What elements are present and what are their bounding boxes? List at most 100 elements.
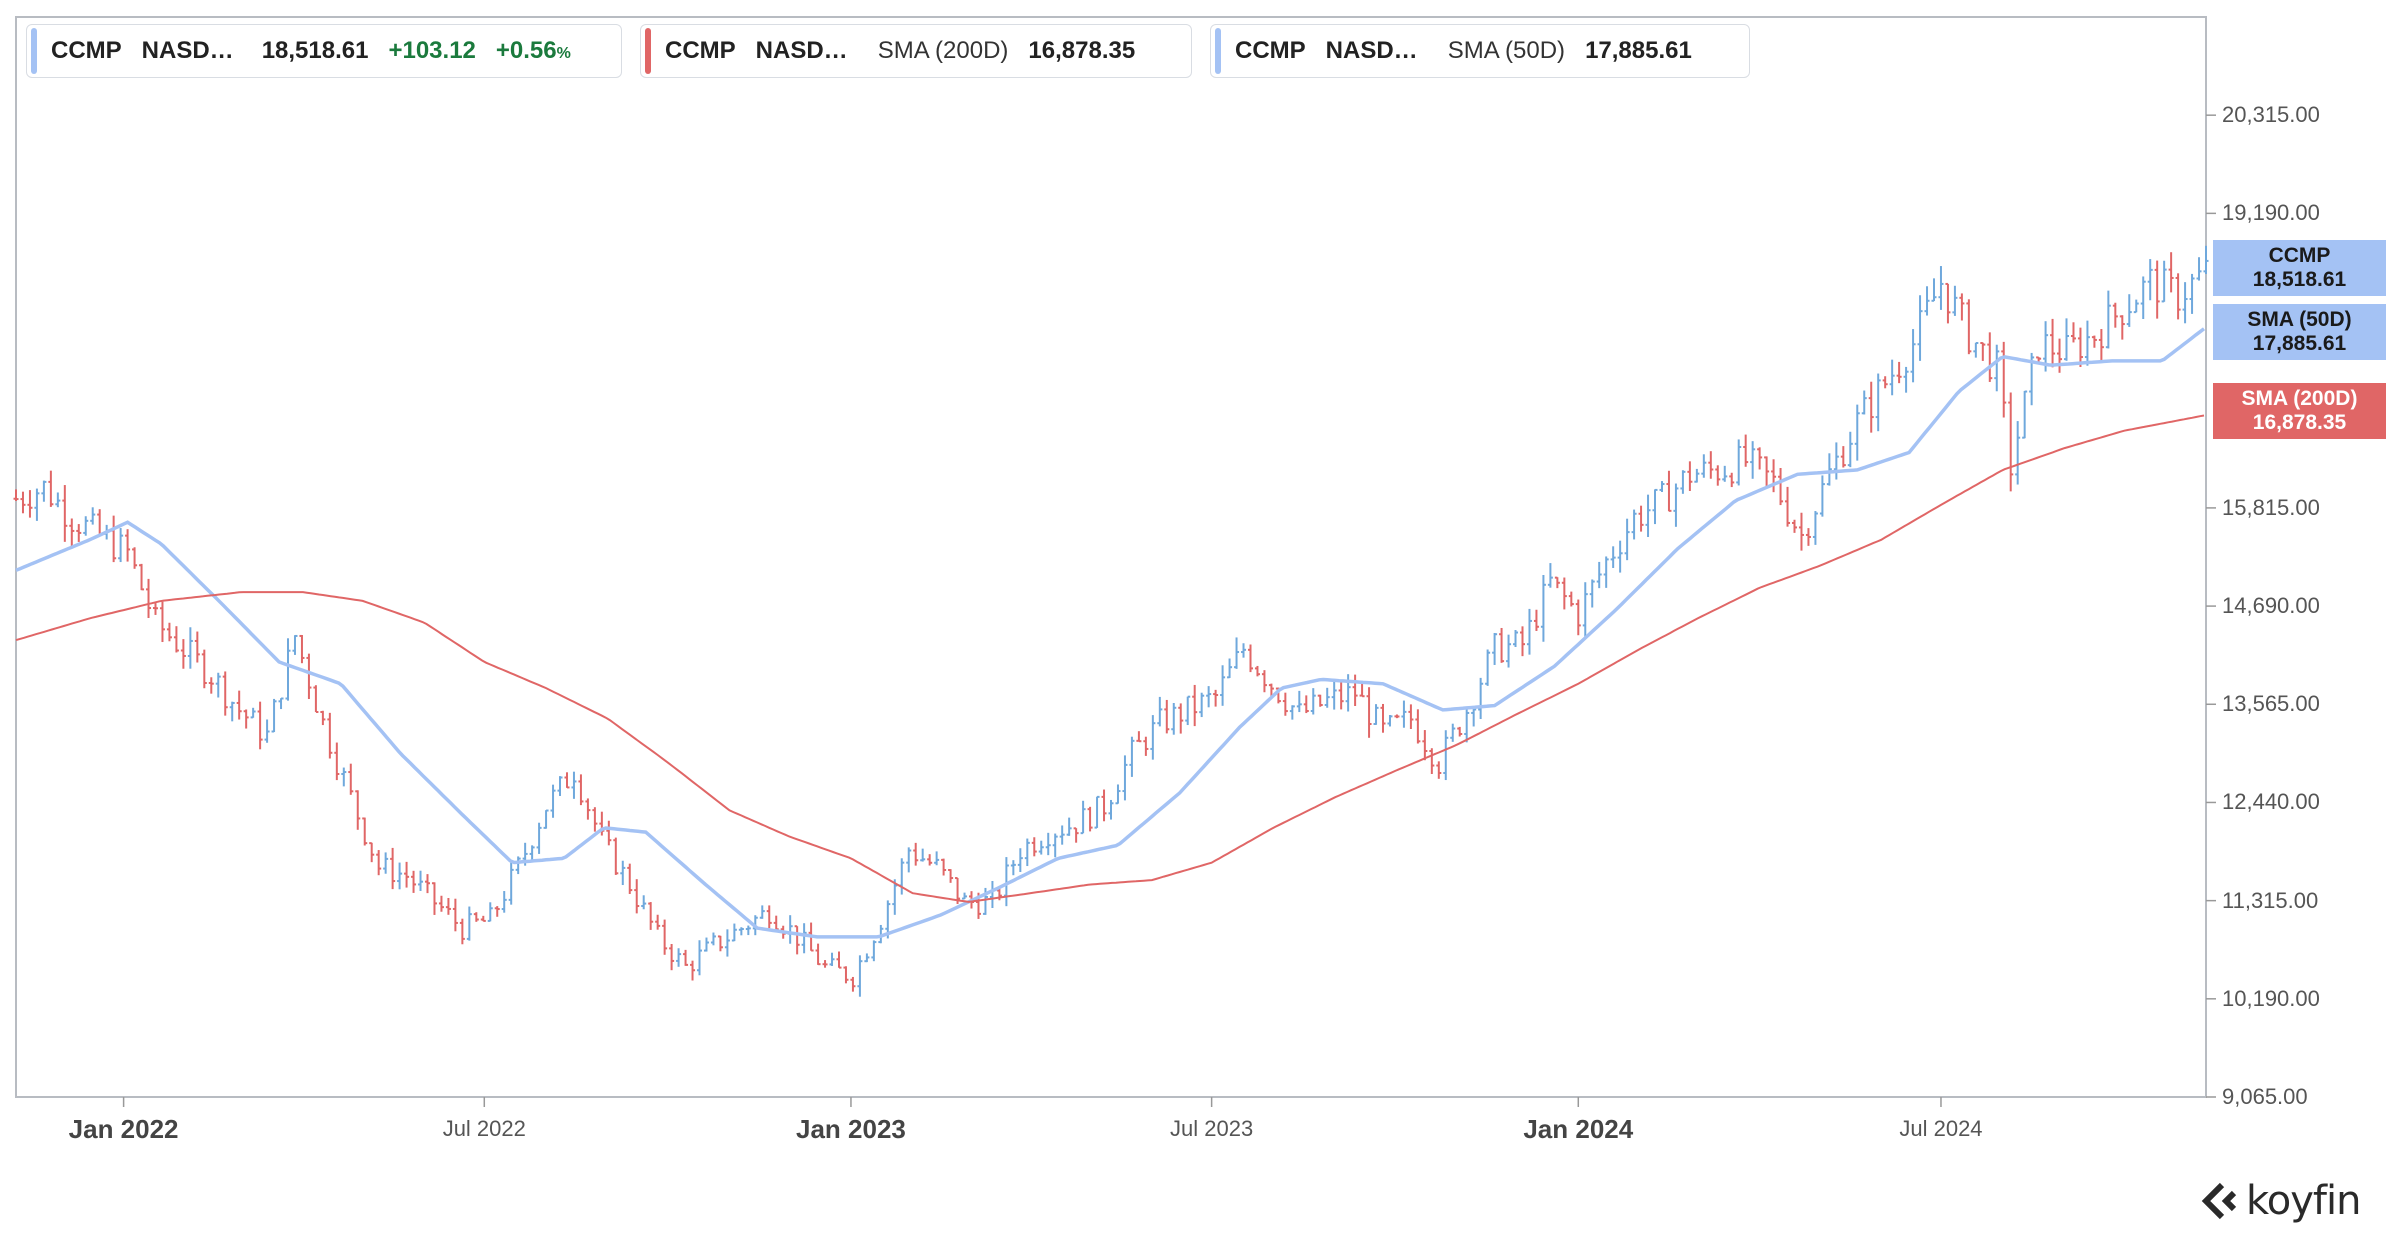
ohlc-bar [243,709,249,729]
ohlc-bar [529,845,535,861]
ohlc-bar [194,631,200,663]
y-tick-label: 13,565.00 [2222,691,2320,717]
ohlc-bar [1080,800,1086,835]
ohlc-bar [348,763,354,795]
ohlc-bar [1617,540,1623,573]
ohlc-bar [1652,488,1658,525]
ohlc-bar [850,976,856,992]
ohlc-bar [1129,736,1135,777]
ohlc-bar [536,822,542,854]
ohlc-bar [125,529,131,562]
sma-50-line [15,327,2206,939]
ohlc-bar [445,898,451,915]
ohlc-bar [1408,704,1414,730]
ohlc-bar [690,960,696,981]
price-tag-value: 17,885.61 [2252,331,2347,355]
ohlc-bar [829,952,835,966]
ohlc-bar [152,603,158,615]
ohlc-bar [1771,459,1777,493]
ohlc-bar [1373,704,1379,726]
y-tick-label: 15,815.00 [2222,494,2320,520]
ohlc-bar [2091,335,2097,348]
ohlc-bar [1282,692,1288,716]
ohlc-bar [1547,563,1553,588]
ohlc-bar [1826,453,1832,486]
legend-ccmp[interactable]: CCMP NASD… 18,518.61 +103.12 +0.56% [26,24,622,78]
legend-exchange: NASD… [1325,37,1418,64]
ohlc-bar [327,712,333,759]
ohlc-bar [1143,736,1149,756]
ohlc-bar [1017,848,1023,873]
ohlc-bar [1903,366,1909,393]
ohlc-bar [278,697,284,710]
ohlc-bar [1785,486,1791,527]
ohlc-bar [2182,282,2188,324]
ohlc-bar [815,943,821,966]
ohlc-bar [766,905,772,929]
y-tick-label: 9,065.00 [2222,1084,2308,1109]
price-tag-label: CCMP [2268,243,2331,267]
ohlc-bar [1296,690,1302,713]
ohlc-bar [480,915,486,922]
ohlc-bar [1847,431,1853,468]
ohlc-bar [1003,857,1009,907]
ohlc-bar [724,929,730,957]
ohlc-bar [794,925,800,955]
ohlc-bar [1729,472,1735,488]
ohlc-bar [662,919,668,955]
ohlc-bar [843,966,849,984]
ohlc-bar [1624,518,1630,561]
ohlc-bar [634,879,640,914]
ohlc-bar [1994,344,2000,392]
ohlc-bar [501,891,507,913]
legend-sma-50[interactable]: CCMP NASD… SMA (50D) 17,885.61 [1210,24,1750,78]
ohlc-bar [1861,390,1867,415]
ohlc-bar [836,951,842,969]
ohlc-bar [48,470,54,507]
ohlc-bar [1673,483,1679,527]
ohlc-bar [1701,454,1707,478]
koyfin-logo[interactable]: koyfin [2200,1178,2361,1224]
ohlc-bar [2036,356,2042,362]
ohlc-bar [585,798,591,820]
ohlc-bar [1234,637,1240,669]
ohlc-bar [543,809,549,829]
ohlc-bar [146,578,152,618]
ohlc-bar [473,912,479,922]
ohlc-bar [655,914,661,930]
ohlc-bar [2112,302,2118,328]
ohlc-bar [731,923,737,942]
ohlc-bar [2070,322,2076,343]
ohlc-bar [906,847,912,873]
ohlc-bar [369,842,375,863]
ohlc-bar [934,851,940,866]
ohlc-bar [1066,817,1072,836]
ohlc-bar [1680,470,1686,494]
ohlc-bar [571,771,577,799]
ohlc-bar [1052,833,1058,858]
ohlc-bar [1694,468,1700,483]
ohlc-bar [438,895,444,912]
ohlc-bar [1687,461,1693,491]
ohlc-bar [1715,465,1721,486]
legend-sma-200[interactable]: CCMP NASD… SMA (200D) 16,878.35 [640,24,1192,78]
ohlc-bar [1213,689,1219,707]
ohlc-bar [118,528,124,563]
price-tag-value: 18,518.61 [2252,267,2347,291]
ohlc-bar [1910,329,1916,383]
ohlc-bar [1136,731,1142,743]
ohlc-bar [613,837,619,875]
x-tick-label: Jan 2022 [68,1114,179,1144]
legend-value: 18,518.61 [261,37,369,64]
ohlc-bar [27,490,33,518]
ohlc-bar [1338,681,1344,710]
ohlc-bar [1833,442,1839,480]
ohlc-bar [2119,315,2125,340]
ohlc-bar [1526,608,1532,655]
ohlc-bar [1227,658,1233,679]
ohlc-bar [1024,838,1030,867]
ohlc-bar [2126,294,2132,327]
ohlc-bar [320,710,326,726]
ohlc-bar [1450,723,1456,742]
